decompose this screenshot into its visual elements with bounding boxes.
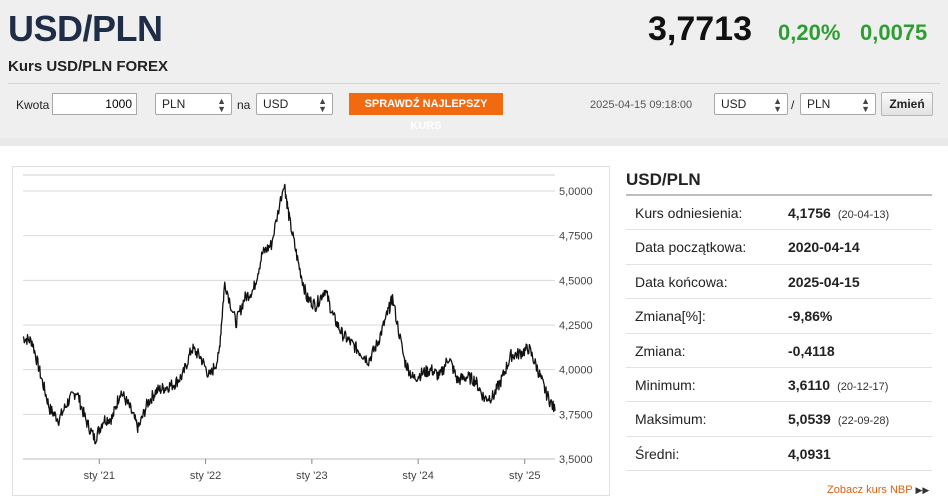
- stats-label: Maksimum:: [635, 411, 707, 428]
- pair-base-value: USD: [721, 97, 747, 111]
- stats-value-text: 4,1756: [788, 205, 831, 221]
- stats-label: Data końcowa:: [635, 273, 728, 290]
- stats-row: Zmiana[%]: -9,86%: [626, 299, 932, 334]
- change-absolute: 0,0075: [860, 20, 928, 45]
- stats-value: 3,6110 (20-12-17): [788, 377, 888, 393]
- x-tick-label: sty '21: [84, 470, 115, 482]
- pair-quote-value: PLN: [807, 97, 831, 111]
- stats-value-text: 5,0539: [788, 411, 831, 428]
- y-tick-label: 4,2500: [559, 320, 593, 332]
- nbp-link[interactable]: Zobacz kurs NBP ▶▶: [827, 484, 929, 496]
- stats-row: Data końcowa: 2025-04-15: [626, 265, 932, 300]
- best-rate-button[interactable]: SPRAWDŹ NAJLEPSZY KURS: [349, 93, 503, 132]
- stats-value: 4,0931: [788, 446, 831, 462]
- stats-row: Średni: 4,0931: [626, 437, 932, 472]
- pair-quote-select[interactable]: PLN ▲ ▼: [800, 93, 876, 115]
- stats-label: Zmiana:: [635, 342, 686, 359]
- from-currency-select[interactable]: PLN ▲ ▼: [155, 93, 232, 115]
- main-content: 5,0000 4,7500 4,5000 4,2500 4,0000 3,7500 3,50…: [0, 146, 948, 503]
- stats-row: Zmiana: -0,4118: [626, 334, 932, 368]
- stats-value: 4,1756 (20-04-13): [788, 205, 889, 221]
- stats-value-text: 4,0931: [788, 445, 831, 462]
- stats-date: (22-09-28): [837, 415, 890, 428]
- y-tick-label: 4,7500: [559, 231, 593, 243]
- nbp-link-label: Zobacz kurs NBP: [827, 484, 913, 496]
- stats-value-text: 2025-04-15: [788, 273, 860, 290]
- pair-separator: /: [791, 98, 795, 112]
- stats-value-text: 3,6110: [788, 376, 831, 393]
- y-tick-label: 4,0000: [559, 365, 593, 377]
- stats-label: Minimum:: [635, 376, 696, 393]
- y-tick-label: 3,5000: [559, 454, 593, 466]
- quote-timestamp: 2025-04-15 09:18:00: [590, 99, 693, 111]
- converter-toolbar: Kwota PLN ▲▼ na USD ▲▼ SPRAWDŹ NAJLEPSZY…: [0, 88, 948, 132]
- amount-input[interactable]: [52, 93, 137, 115]
- stats-value-text: -9,86%: [788, 308, 833, 325]
- stats-date: (20-04-13): [837, 209, 890, 221]
- y-tick-label: 5,0000: [559, 186, 593, 198]
- x-tick-label: sty '22: [190, 470, 221, 482]
- pair-title: USD/PLN: [8, 8, 163, 49]
- stats-label: Data początkowa:: [635, 239, 747, 256]
- stats-row: Minimum: 3,6110 (20-12-17): [626, 368, 932, 403]
- to-currency-value: USD: [263, 97, 289, 111]
- stats-value: 2025-04-15: [788, 274, 860, 290]
- pair-base-select[interactable]: USD ▲ ▼: [714, 93, 788, 115]
- change-percent: 0,20%: [778, 20, 841, 45]
- to-currency-select[interactable]: USD ▲ ▼: [256, 93, 333, 115]
- select-arrows-icon: ▲ ▼: [217, 96, 226, 114]
- to-label: na: [237, 98, 251, 112]
- price-chart[interactable]: 5,0000 4,7500 4,5000 4,2500 4,0000 3,7500 3,50…: [13, 167, 609, 495]
- stats-row: Maksimum: 5,0539 (22-09-28): [626, 402, 932, 437]
- x-tick-label: sty '25: [509, 470, 540, 482]
- stats-row: Data początkowa: 2020-04-14: [626, 230, 932, 265]
- stats-label: Kurs odniesienia:: [635, 205, 743, 221]
- stats-row: Kurs odniesienia: 4,1756 (20-04-13): [626, 196, 932, 231]
- page-subtitle: Kurs USD/PLN FOREX: [8, 58, 169, 75]
- double-arrow-right-icon: ▶▶: [915, 485, 930, 495]
- stats-value-text: -0,4118: [788, 342, 835, 359]
- select-arrows-icon: ▲ ▼: [773, 96, 782, 114]
- chart-container: 5,0000 4,7500 4,5000 4,2500 4,0000 3,7500 3,50…: [12, 166, 610, 496]
- amount-label: Kwota: [16, 98, 50, 112]
- stats-value: -0,4118: [788, 343, 835, 359]
- header-divider: [8, 83, 940, 84]
- current-price: 3,7713: [648, 10, 752, 48]
- stats-title: USD/PLN: [626, 166, 932, 196]
- y-tick-label: 4,5000: [559, 275, 593, 287]
- header-area: USD/PLN Kurs USD/PLN FOREX 3,7713 0,20% …: [0, 0, 948, 138]
- price-series-line: [22, 183, 556, 445]
- change-pair-button[interactable]: Zmień: [881, 92, 933, 116]
- y-tick-label: 3,7500: [559, 409, 593, 421]
- from-currency-value: PLN: [162, 97, 186, 111]
- stats-panel: USD/PLN Kurs odniesienia: 4,1756 (20-04-13…: [626, 166, 932, 472]
- stats-label: Średni:: [635, 445, 680, 462]
- stats-value: -9,86%: [788, 308, 832, 324]
- select-arrows-icon: ▲ ▼: [318, 96, 327, 114]
- stats-value-text: 2020-04-14: [788, 239, 860, 256]
- stats-value: 5,0539 (22-09-28): [788, 411, 889, 427]
- stats-rows: Kurs odniesienia: 4,1756 (20-04-13) Data po…: [626, 196, 932, 472]
- select-arrows-icon: ▲ ▼: [861, 96, 870, 114]
- stats-label: Zmiana[%]:: [635, 308, 706, 325]
- x-tick-label: sty '23: [296, 470, 327, 482]
- x-tick-label: sty '24: [402, 470, 433, 482]
- stats-date: (20-12-17): [837, 380, 889, 393]
- stats-value: 2020-04-14: [788, 239, 860, 255]
